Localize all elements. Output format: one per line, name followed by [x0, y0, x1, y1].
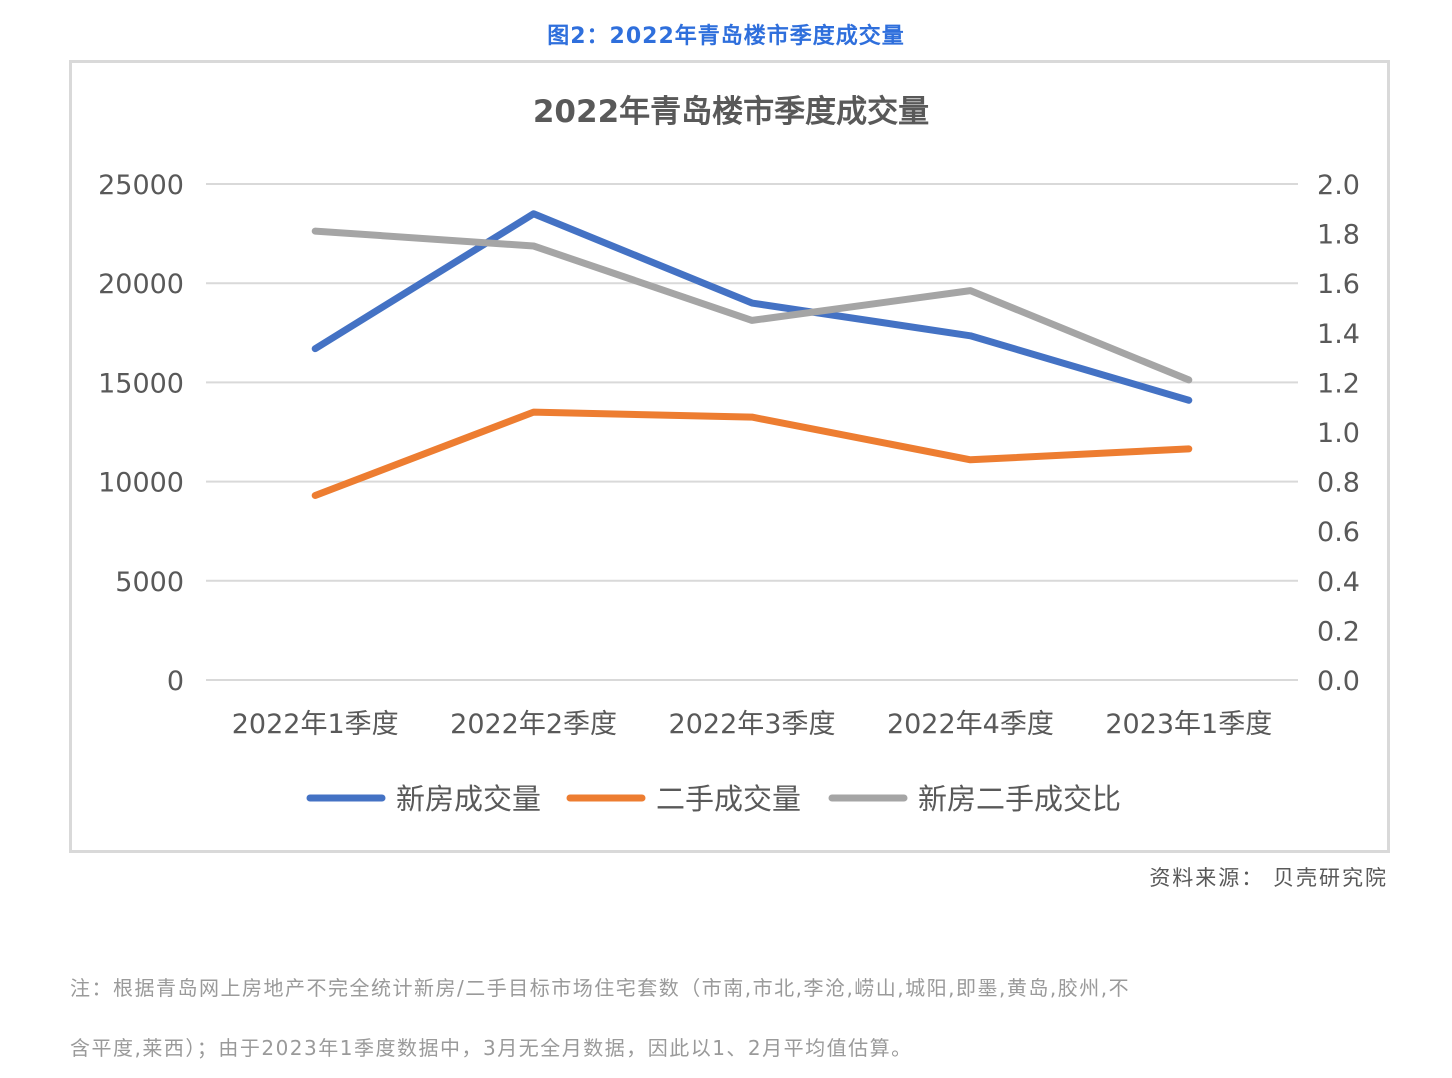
- footnote-line-1: 注：根据青岛网上房地产不完全统计新房/二手目标市场住宅套数（市南,市北,李沧,崂…: [70, 976, 1131, 1000]
- y-right-tick-label: 0.4: [1317, 567, 1360, 598]
- x-tick-label: 2022年2季度: [450, 709, 617, 740]
- y-right-tick-label: 0.0: [1317, 666, 1360, 697]
- legend-label: 二手成交量: [656, 782, 801, 816]
- figure-caption: 图2：2022年青岛楼市季度成交量: [547, 24, 905, 49]
- footnote-line-2: 含平度,莱西）；由于2023年1季度数据中，3月无全月数据，因此以1、2月平均值…: [70, 1036, 913, 1060]
- x-axis: 2022年1季度 2022年2季度 2022年3季度 2022年4季度 2023年1季度: [232, 709, 1273, 740]
- y-left-tick-label: 10000: [98, 468, 184, 499]
- x-tick-label: 2022年1季度: [232, 709, 399, 740]
- y-right-tick-label: 1.0: [1317, 418, 1360, 449]
- footnote: 注：根据青岛网上房地产不完全统计新房/二手目标市场住宅套数（市南,市北,李沧,崂…: [70, 958, 1390, 1078]
- series-line: [311, 210, 1193, 404]
- legend: 新房成交量 二手成交量 新房二手成交比: [306, 782, 1121, 816]
- y-right-tick-label: 0.6: [1317, 517, 1360, 548]
- y-right-tick-label: 1.4: [1317, 319, 1360, 350]
- y-left-tick-label: 5000: [115, 567, 184, 598]
- y-axis-left: 25000 20000 15000 10000 5000 0: [98, 170, 184, 697]
- x-tick-label: 2022年3季度: [669, 709, 836, 740]
- y-right-tick-label: 0.8: [1317, 468, 1360, 499]
- y-right-tick-label: 1.2: [1317, 368, 1360, 399]
- x-tick-label: 2023年1季度: [1105, 709, 1272, 740]
- y-axis-right: 2.0 1.8 1.6 1.4 1.2 1.0 0.8 0.6 0.4 0.2 0.0: [1317, 170, 1360, 697]
- chart-title: 2022年青岛楼市季度成交量: [533, 94, 929, 130]
- y-right-tick-label: 2.0: [1317, 170, 1360, 201]
- y-right-tick-label: 0.2: [1317, 616, 1360, 647]
- y-left-tick-label: 0: [167, 666, 184, 697]
- y-right-tick-label: 1.6: [1317, 269, 1360, 300]
- y-left-tick-label: 25000: [98, 170, 184, 201]
- legend-label: 新房二手成交比: [918, 782, 1121, 816]
- line-chart: 2022年青岛楼市季度成交量 25000 20000 15000 10000 5000 0…: [98, 94, 1360, 816]
- y-left-tick-label: 20000: [98, 269, 184, 300]
- gridlines: [206, 183, 1298, 681]
- chart-container: 2022年青岛楼市季度成交量 25000 20000 15000 10000 5000 0…: [69, 60, 1390, 853]
- y-left-tick-label: 15000: [98, 368, 184, 399]
- x-tick-label: 2022年4季度: [887, 709, 1054, 740]
- data-source: 资料来源： 贝壳研究院: [1149, 866, 1388, 890]
- series-lines: [311, 210, 1193, 499]
- series-line: [311, 227, 1193, 384]
- y-right-tick-label: 1.8: [1317, 220, 1360, 251]
- legend-label: 新房成交量: [396, 782, 541, 816]
- series-line: [311, 408, 1193, 499]
